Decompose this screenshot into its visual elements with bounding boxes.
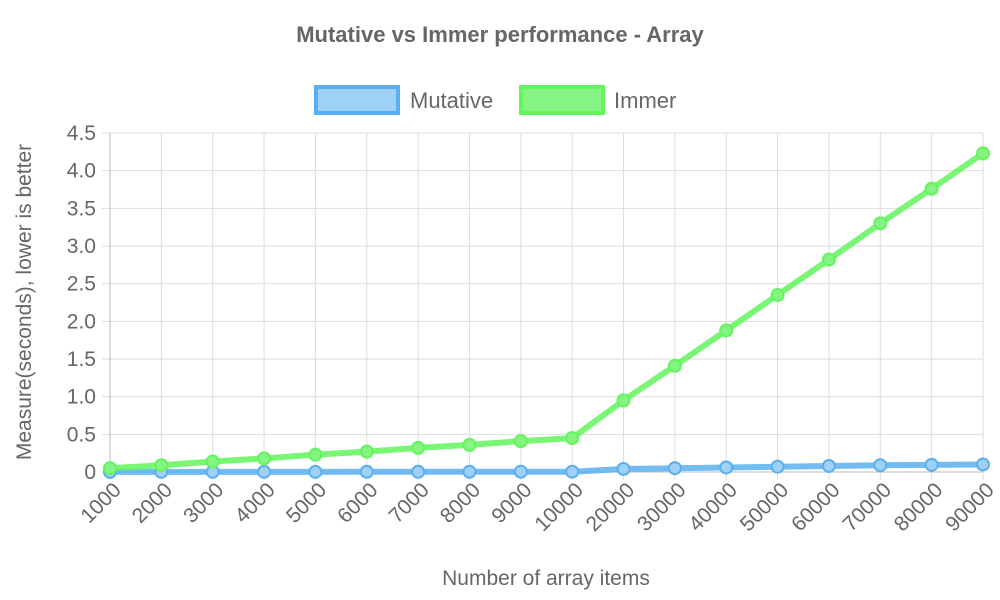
data-point[interactable] [257,464,272,479]
data-point[interactable] [359,444,374,459]
legend-swatch [314,85,400,115]
x-tick-label: 7000 [385,478,434,527]
legend-label: Mutative [410,88,493,113]
data-point[interactable] [719,460,734,475]
data-point[interactable] [924,457,939,472]
data-point[interactable] [411,464,426,479]
data-point[interactable] [513,434,528,449]
x-tick-label: 40000 [684,478,742,536]
y-tick-label: 4.5 [67,122,96,145]
data-point[interactable] [616,461,631,476]
y-tick-label: 3.0 [67,235,96,258]
y-tick-label: 1.0 [67,386,96,409]
series-mutative [103,457,990,479]
data-point[interactable] [308,447,323,462]
data-point[interactable] [821,458,836,473]
series-immer [103,146,990,476]
x-tick-label: 5000 [282,478,331,527]
series-line-mutative [107,461,986,475]
x-tick-label: 60000 [787,478,845,536]
x-tick-label: 10000 [530,478,588,536]
x-tick-label: 70000 [838,478,896,536]
data-point[interactable] [976,146,990,161]
data-point[interactable] [411,440,426,455]
y-tick-label: 2.0 [67,310,96,333]
legend-label: Immer [614,88,676,113]
x-tick-label: 3000 [179,478,228,527]
data-point[interactable] [924,181,939,196]
y-axis-title: Measure(seconds), lower is better [13,144,36,460]
legend: Mutative Immer [314,85,676,115]
chart-title: Mutative vs Immer performance - Array [296,22,704,47]
x-tick-label: 20000 [582,478,640,536]
x-tick-label: 2000 [128,478,177,527]
x-tick-label: 6000 [333,478,382,527]
legend-swatch [519,85,605,115]
data-point[interactable] [462,464,477,479]
data-point[interactable] [770,287,785,302]
y-tick-label: 0.5 [67,423,96,446]
data-point[interactable] [770,459,785,474]
x-tick-label: 50000 [736,478,794,536]
series-layer [103,146,990,479]
data-point[interactable] [719,323,734,338]
y-tick-label: 2.5 [67,273,96,296]
x-tick-label: 8000 [436,478,485,527]
data-point[interactable] [257,451,272,466]
data-point[interactable] [308,464,323,479]
data-point[interactable] [873,216,888,231]
data-point[interactable] [667,461,682,476]
y-tick-label: 0 [84,461,96,484]
data-point[interactable] [205,454,220,469]
y-tick-label: 1.5 [67,348,96,371]
data-point[interactable] [154,458,169,473]
x-tick-label: 80000 [890,478,948,536]
data-point[interactable] [873,458,888,473]
legend-item-mutative[interactable]: Mutative [314,85,493,115]
x-tick-label: 1000 [76,478,125,527]
data-point[interactable] [462,437,477,452]
y-tick-label: 3.5 [67,197,96,220]
x-tick-label: 30000 [633,478,691,536]
y-tick-label: 4.0 [67,160,96,183]
y-axis-ticks: 0 0.5 1.0 1.5 2.0 2.5 3.0 3.5 4.0 4.5 [67,122,96,484]
data-point[interactable] [565,431,580,446]
data-point[interactable] [821,252,836,267]
x-tick-label: 90000 [941,478,999,536]
data-point[interactable] [513,464,528,479]
x-tick-label: 4000 [230,478,279,527]
x-tick-label: 9000 [487,478,536,527]
data-point[interactable] [976,457,990,472]
gridlines [102,132,984,480]
x-axis-ticks: 1000 2000 3000 4000 5000 6000 7000 8000 90001000… [76,478,998,536]
x-axis-title: Number of array items [442,567,650,590]
data-point[interactable] [103,461,117,476]
legend-item-immer[interactable]: Immer [519,85,676,115]
data-point[interactable] [667,358,682,373]
data-point[interactable] [359,464,374,479]
data-point[interactable] [616,393,631,408]
data-point[interactable] [565,464,580,479]
series-line-immer [107,150,986,472]
